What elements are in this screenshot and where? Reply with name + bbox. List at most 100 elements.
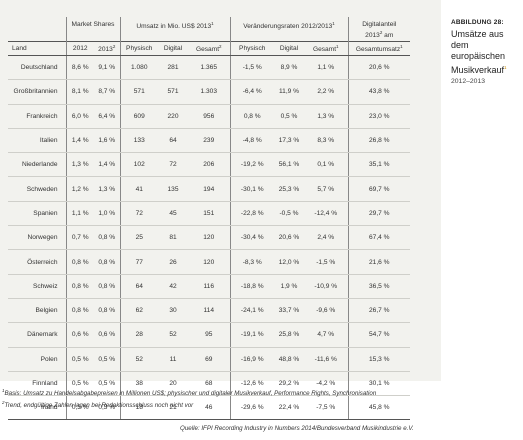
- col-header-digital: Digital: [158, 41, 188, 56]
- table-cell: 194: [188, 176, 230, 202]
- col-header-physisch-change: Physisch: [229, 41, 274, 56]
- row-label: Finnland: [8, 371, 66, 397]
- table-cell: -4,2 %: [304, 371, 348, 397]
- table-cell: 45: [158, 201, 188, 227]
- table-cell: 0,5 %: [94, 347, 120, 372]
- table-cell: 8,1 %: [65, 79, 94, 105]
- col-header-gesamtumsatz: Gesamtumsatz1: [347, 41, 410, 56]
- table-row: Frankreich 6,0 % 6,4 % 609 220 956 0,8 % 0,5 % 1…: [8, 104, 410, 129]
- table-cell: 1,6 %: [94, 128, 120, 154]
- row-label: Belgien: [8, 298, 66, 324]
- table-cell: 151: [188, 201, 230, 227]
- table-cell: 0,5 %: [94, 371, 120, 397]
- table-cell: -11,6 %: [304, 347, 348, 372]
- col-header-2012: 2012: [65, 41, 94, 56]
- table-cell: 36,5 %: [347, 274, 410, 299]
- table-cell: 23,0 %: [347, 104, 410, 129]
- col-header-digital-change: Digital: [274, 41, 304, 56]
- table-cell: 28: [119, 322, 158, 348]
- row-label: Frankreich: [8, 104, 66, 129]
- table-cell: 17,3 %: [274, 128, 304, 154]
- table-cell: 0,7 %: [65, 225, 94, 251]
- table-cell: -29,6 %: [229, 395, 274, 421]
- table-cell: 120: [188, 249, 230, 275]
- table-cell: 35,1 %: [347, 152, 410, 178]
- table-cell: 8,3 %: [304, 128, 348, 154]
- table-cell: -0,5 %: [274, 201, 304, 227]
- table-cell: 133: [119, 128, 158, 154]
- table-cell: 1,1 %: [304, 55, 348, 81]
- table-cell: 42: [158, 274, 188, 299]
- row-label: Niederlande: [8, 152, 66, 178]
- table-cell: 1,9 %: [274, 274, 304, 299]
- col-header-2013: 20132: [94, 41, 120, 56]
- figure-label: ABBILDUNG 28:: [451, 19, 504, 26]
- footnote-2: 2Trend, endgültige Zahlen lagen bei Reda…: [2, 399, 194, 409]
- footnotes: 1Basis: Umsatz zu Handelsabgabepreisen i…: [2, 387, 376, 410]
- table-cell: 5,7 %: [304, 176, 348, 202]
- table-cell: 64: [119, 274, 158, 299]
- table-cell: 0,8 %: [94, 298, 120, 324]
- table-cell: 20,6 %: [274, 225, 304, 251]
- table-cell: 26,8 %: [347, 128, 410, 154]
- table-cell: 6,4 %: [94, 104, 120, 129]
- table-cell: 18: [119, 395, 158, 421]
- table-cell: 0,3 %: [94, 395, 120, 421]
- table-row: Polen 0,5 % 0,5 % 52 11 69 -16,9 % 48,8 % -11,6 …: [8, 347, 410, 372]
- table-cell: 4,7 %: [304, 322, 348, 348]
- table-cell: 68: [188, 371, 230, 397]
- table-cell: 64: [158, 128, 188, 154]
- table-cell: 114: [188, 298, 230, 324]
- table-cell: -10,9 %: [304, 274, 348, 299]
- table-body: Deutschland 8,6 % 9,1 % 1.080 281 1.365 -1,5 %…: [8, 55, 410, 421]
- table-cell: 25,3 %: [274, 176, 304, 202]
- table-cell: 20,6 %: [347, 55, 410, 81]
- table-row: Schweiz 0,8 % 0,8 % 64 42 116 -18,8 % 1,9 % -10,…: [8, 274, 410, 299]
- table-row: Spanien 1,1 % 1,0 % 72 45 151 -22,8 % -0,5 % -12…: [8, 201, 410, 227]
- table-cell: -12,6 %: [229, 371, 274, 397]
- table-cell: 21,6 %: [347, 249, 410, 275]
- figure-caption: ABBILDUNG 28: Umsätze aus dem europäisch…: [451, 19, 521, 85]
- table-cell: -4,8 %: [229, 128, 274, 154]
- table-cell: 0,1 %: [304, 152, 348, 178]
- table-cell: 56,1 %: [274, 152, 304, 178]
- table-cell: 956: [188, 104, 230, 129]
- data-table: Market Shares Umsatz in Mio. US$ 20131 V…: [8, 17, 410, 421]
- table-cell: 69,7 %: [347, 176, 410, 202]
- table-cell: 2,4 %: [304, 225, 348, 251]
- row-label: Großbritannien: [8, 79, 66, 105]
- table-cell: 29,7 %: [347, 201, 410, 227]
- col-header-gesamt-change: Gesamt1: [304, 41, 348, 56]
- table-cell: 1,3 %: [304, 104, 348, 129]
- figure-subtitle: 2012–2013: [451, 78, 486, 85]
- table-cell: 120: [188, 225, 230, 251]
- header-veraenderungsraten: Veränderungsraten 2012/20131: [229, 17, 348, 42]
- table-cell: -18,8 %: [229, 274, 274, 299]
- table-cell: 52: [158, 322, 188, 348]
- table-cell: -24,1 %: [229, 298, 274, 324]
- table-cell: -16,9 %: [229, 347, 274, 372]
- row-label: Deutschland: [8, 55, 66, 81]
- table-cell: 206: [188, 152, 230, 178]
- header-umsatz: Umsatz in Mio. US$ 20131: [119, 17, 230, 42]
- table-cell: 0,5 %: [65, 371, 94, 397]
- table-row: Norwegen 0,7 % 0,8 % 25 81 120 -30,4 % 20,6 % 2,…: [8, 225, 410, 251]
- table-row: Österreich 0,8 % 0,8 % 77 26 120 -8,3 % 12,0 % -…: [8, 249, 410, 275]
- table-cell: 95: [188, 322, 230, 348]
- table-cell: 0,8 %: [65, 274, 94, 299]
- table-cell: 1.303: [188, 79, 230, 105]
- table-cell: 609: [119, 104, 158, 129]
- table-row: Deutschland 8,6 % 9,1 % 1.080 281 1.365 -1,5 %…: [8, 55, 410, 81]
- table-cell: 1,1 %: [65, 201, 94, 227]
- table-cell: 102: [119, 152, 158, 178]
- header-digitalanteil: Digitalanteil 20132 am: [347, 17, 410, 42]
- table-cell: 52: [119, 347, 158, 372]
- table-cell: 1,2 %: [65, 176, 94, 202]
- row-label: Polen: [8, 347, 66, 372]
- table-cell: -1,5 %: [304, 249, 348, 275]
- table-cell: 22,4 %: [274, 395, 304, 421]
- table-cell: 67,4 %: [347, 225, 410, 251]
- table-cell: 220: [158, 104, 188, 129]
- table-cell: -9,6 %: [304, 298, 348, 324]
- table-row: Finnland 0,5 % 0,5 % 38 20 68 -12,6 % 29,2 % -4,…: [8, 371, 410, 397]
